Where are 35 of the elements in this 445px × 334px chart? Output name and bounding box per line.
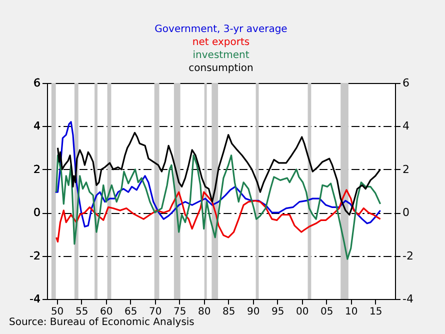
- x-tick-label: 80: [198, 306, 211, 318]
- line-series: [56, 189, 382, 243]
- x-tick-label: 70: [148, 306, 162, 318]
- text: investment: [192, 50, 250, 61]
- y2-tick-label: 6: [402, 76, 410, 90]
- line-series: [54, 121, 382, 228]
- x-tick-label: 50: [50, 306, 64, 318]
- y2-tick-label: -4: [402, 292, 414, 306]
- y2-tick-label: -2: [402, 249, 414, 262]
- line-series: [56, 132, 382, 216]
- x-tick-label: 95: [272, 306, 284, 318]
- y2-tick-label: 2: [402, 162, 410, 176]
- x-tick-label: 65: [124, 306, 138, 318]
- y2-tick-label: 0: [402, 206, 410, 220]
- x-tick-label: 15: [370, 306, 382, 318]
- x-tick-label: 85: [222, 306, 236, 318]
- text: consumption: [188, 63, 254, 74]
- y-tick-label: -2: [30, 249, 40, 262]
- x-tick-label: 55: [75, 306, 88, 318]
- text: net exports: [192, 37, 250, 48]
- text: Government, 3-yr average: [154, 24, 288, 35]
- x-tick-label: 60: [100, 306, 113, 318]
- y2-tick-label: 4: [402, 120, 410, 133]
- y-tick-label: 0: [34, 206, 40, 220]
- y-tick-label: 4: [34, 120, 40, 133]
- y-tick-label: 6: [34, 76, 40, 90]
- source-note: Source: Bureau of Economic Analysis: [9, 317, 194, 328]
- x-tick-label: 90: [246, 306, 260, 318]
- x-tick-label: 00: [296, 306, 309, 318]
- x-tick-label: 10: [345, 306, 358, 318]
- y-tick-label: 2: [34, 162, 40, 176]
- x-tick-label: 05: [320, 306, 334, 318]
- y-tick-label: -4: [30, 292, 40, 306]
- line-series: [56, 154, 382, 260]
- x-tick-label: 75: [173, 306, 186, 318]
